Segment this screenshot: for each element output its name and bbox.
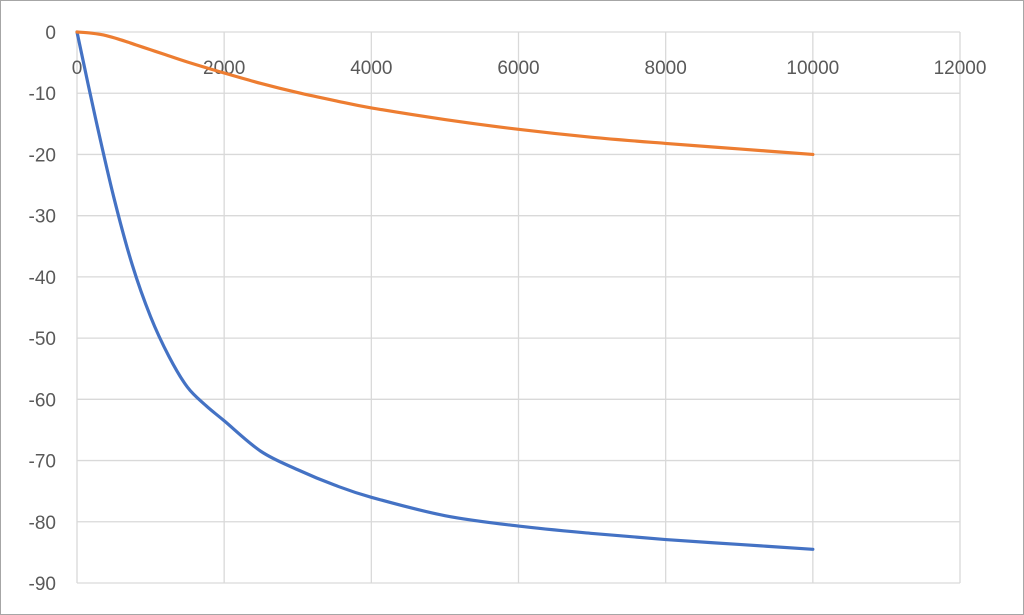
x-tick-label: 8000 xyxy=(645,58,687,79)
x-tick-label: 4000 xyxy=(350,58,392,79)
gridlines xyxy=(76,31,961,584)
x-tick-label: 12000 xyxy=(934,58,987,79)
x-axis-tick-labels: 0 2000 4000 6000 8000 10000 12000 xyxy=(72,58,987,79)
x-tick-label: 10000 xyxy=(786,58,839,79)
y-tick-label: -30 xyxy=(29,207,56,228)
y-tick-label: -50 xyxy=(29,329,56,350)
y-tick-label: -70 xyxy=(29,452,56,473)
series-2-line xyxy=(75,30,815,157)
y-tick-label: -80 xyxy=(29,513,56,534)
y-tick-label: -60 xyxy=(29,390,56,411)
y-axis-tick-labels: 0 -10 -20 -30 -40 -50 -60 -70 -80 -90 xyxy=(29,23,56,595)
y-tick-label: -20 xyxy=(29,145,56,166)
y-tick-label: -90 xyxy=(29,574,56,595)
y-tick-label: -40 xyxy=(29,268,56,289)
y-tick-label: -10 xyxy=(29,84,56,105)
x-tick-label: 6000 xyxy=(497,58,539,79)
x-tick-label: 0 xyxy=(72,58,83,79)
y-tick-label: 0 xyxy=(45,23,56,44)
series-lines xyxy=(75,30,815,551)
x-tick-label: 2000 xyxy=(203,58,245,79)
series-1-line xyxy=(75,30,815,551)
